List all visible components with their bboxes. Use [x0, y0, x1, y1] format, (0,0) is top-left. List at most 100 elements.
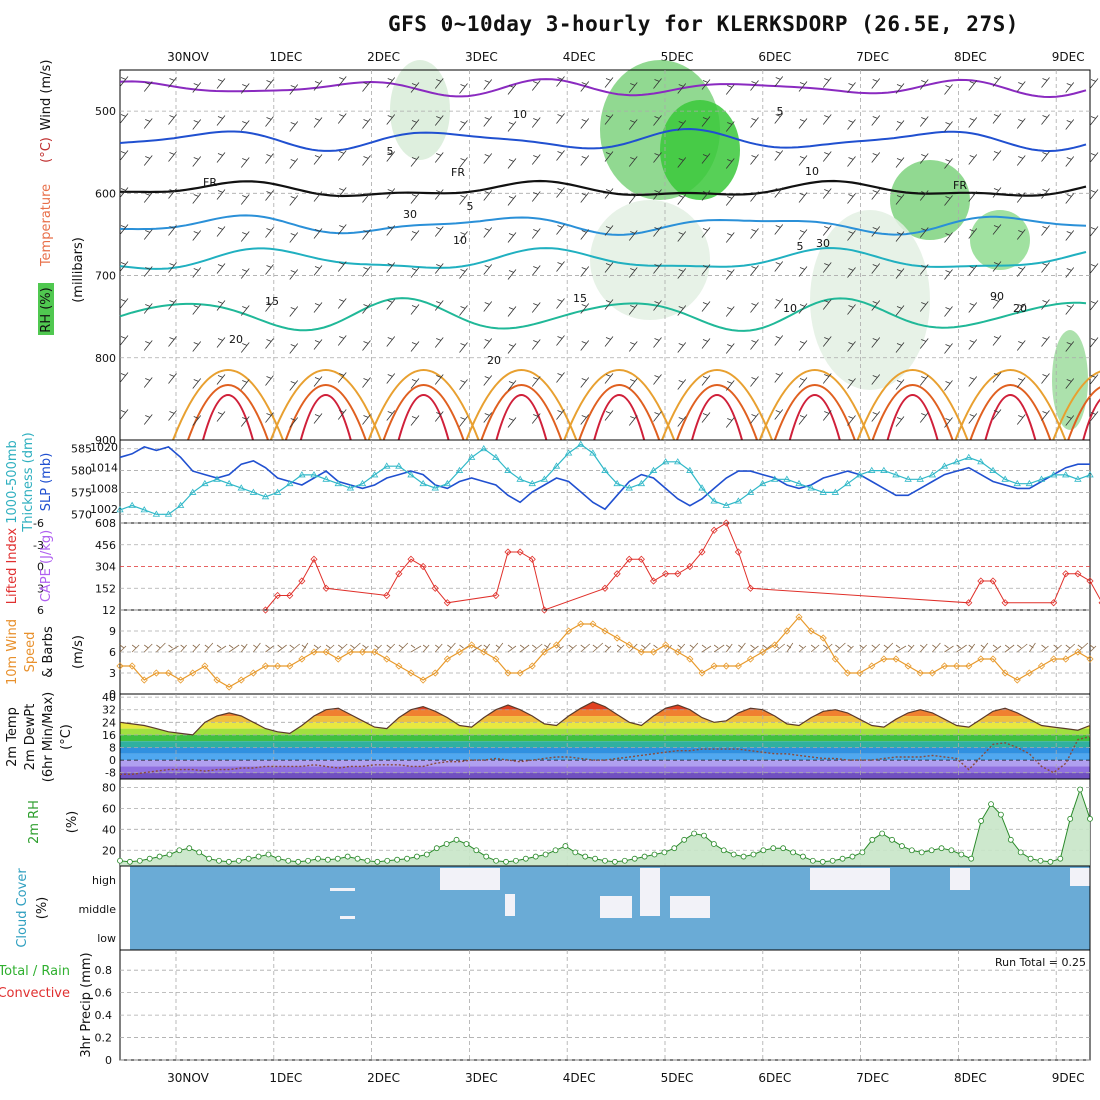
- wind-barb: [822, 151, 832, 162]
- wind-barb: [871, 411, 881, 422]
- wind-barb: [1089, 226, 1099, 237]
- thickness-axis-label: 1000-500mb Thickness (dm): [5, 432, 36, 532]
- wind-barb: [265, 190, 274, 201]
- wind-barb: [895, 379, 905, 390]
- rh-marker: [750, 851, 757, 858]
- wind-barb: [1089, 263, 1099, 274]
- thickness-marker: [1086, 471, 1094, 478]
- wind-barb-10m: [156, 642, 166, 653]
- wind-barb: [556, 298, 565, 309]
- wind-speed-marker: [286, 662, 294, 670]
- wind-barb-10m: [847, 644, 854, 653]
- wind-barb: [919, 227, 929, 238]
- wind-speed-marker: [649, 648, 658, 656]
- axis-label: (%): [35, 897, 50, 920]
- wind-barb: [701, 190, 711, 201]
- wind-barb: [362, 414, 371, 425]
- li-tick-label: 0: [37, 561, 44, 574]
- wind-barb: [240, 231, 250, 242]
- wind-barb: [362, 229, 371, 240]
- wind-barb: [410, 304, 420, 315]
- axis-label: 3hr Precip (mm): [79, 952, 94, 1057]
- temp-band: [120, 741, 1090, 748]
- wind-speed-marker: [977, 655, 985, 663]
- thickness-marker: [237, 484, 245, 491]
- wind-barb: [192, 230, 202, 241]
- isotherm-30: [1082, 398, 1100, 441]
- wind-speed-marker: [674, 648, 682, 656]
- wind-barb-10m: [337, 643, 348, 653]
- wind-barb: [822, 114, 832, 125]
- wind-barb-10m: [410, 644, 422, 653]
- isotherm-25: [871, 384, 954, 441]
- isotherm-30: [299, 394, 352, 441]
- wind-barb: [168, 373, 177, 384]
- wind-speed-marker: [989, 655, 997, 663]
- wind-barb: [192, 341, 202, 352]
- chart-title: GFS 0~10day 3-hourly for KLERKSDORP (26.…: [388, 12, 1019, 36]
- wind-barb: [459, 268, 468, 279]
- wind-barb: [434, 152, 444, 163]
- lifted-index-marker: [516, 548, 524, 556]
- thickness-marker: [613, 479, 621, 487]
- rh-marker: [344, 853, 351, 860]
- axis-label: 10m Wind: [5, 619, 20, 685]
- wind-barb: [168, 336, 177, 347]
- wind-barb: [919, 79, 929, 90]
- wind-speed-marker: [734, 662, 742, 670]
- wind-barb: [556, 224, 565, 235]
- wind-barb: [604, 188, 614, 199]
- isotherm-30: [984, 394, 1037, 441]
- wind-barb: [192, 304, 202, 315]
- wind-speed-line: [120, 616, 1091, 688]
- isotherm-30: [788, 394, 841, 441]
- wind-barb: [992, 224, 1002, 235]
- wind-barb: [1016, 303, 1026, 314]
- cloud-level-label: low: [97, 932, 116, 945]
- wind-barb: [531, 265, 541, 276]
- wind-barb: [386, 151, 396, 162]
- rh-marker: [651, 851, 658, 858]
- wind-barb: [362, 118, 371, 129]
- lifted-index-marker: [310, 555, 318, 563]
- wind-barb: [847, 378, 856, 389]
- wind-barb: [628, 230, 638, 241]
- wind-barb: [216, 189, 226, 200]
- wind-barb: [580, 414, 590, 425]
- panel-frame-slp: [119, 439, 1091, 524]
- thickness-marker: [1062, 471, 1070, 478]
- rh-marker: [602, 857, 608, 864]
- wind-barb-10m: [689, 642, 699, 653]
- cloud-axis-label: (%): [35, 897, 50, 920]
- cape-tick-label: 304: [95, 561, 116, 574]
- wind-barb: [507, 380, 517, 391]
- wind-barb: [1065, 304, 1075, 315]
- wind-barb: [750, 228, 759, 239]
- wind-barb: [944, 306, 953, 317]
- wind-barb: [192, 156, 202, 167]
- rh-marker: [374, 858, 381, 865]
- wind-barb: [847, 82, 856, 93]
- isotherm-20: [954, 369, 1067, 441]
- wind-barb: [434, 78, 444, 89]
- wind-barb: [386, 225, 396, 236]
- wind-speed-marker: [468, 641, 476, 649]
- wind-barb: [168, 262, 177, 273]
- rh-shading: [390, 60, 450, 160]
- lifted-index-marker: [419, 562, 427, 571]
- temp-axis-label: 2m Temp: [5, 707, 20, 767]
- wind-barb: [313, 154, 323, 165]
- precip-total-label: Total / Rain: [0, 964, 70, 979]
- isotherm-30: [593, 394, 646, 441]
- wind-barb-10m: [568, 644, 577, 653]
- wind-barb-10m: [786, 642, 794, 653]
- wind-barb: [337, 261, 347, 272]
- wind-barb: [386, 262, 396, 273]
- wind-speed-marker: [1086, 655, 1094, 663]
- wind-barb: [313, 376, 323, 387]
- wind-barb: [944, 158, 953, 169]
- wind-barb: [459, 379, 468, 390]
- lifted-index-marker: [1086, 577, 1094, 585]
- wind-barb: [240, 268, 250, 279]
- thickness-marker: [383, 462, 391, 469]
